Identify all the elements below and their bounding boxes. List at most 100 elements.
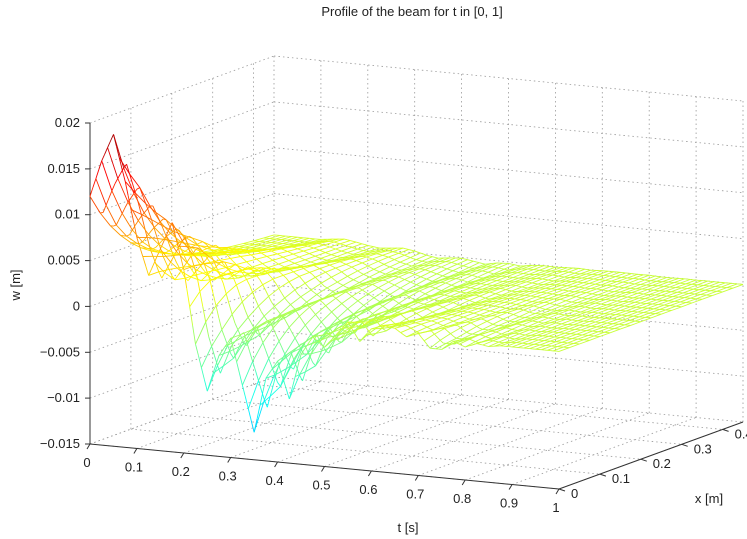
mesh-segment bbox=[107, 147, 119, 179]
mesh-segment bbox=[536, 313, 548, 319]
mesh-segment bbox=[453, 335, 457, 339]
mesh-segment bbox=[176, 251, 188, 263]
mesh-segment bbox=[304, 255, 316, 261]
mesh-segment bbox=[381, 273, 392, 279]
mesh-segment bbox=[665, 287, 676, 292]
mesh-segment bbox=[463, 294, 474, 299]
mesh-segment bbox=[335, 245, 347, 250]
mesh-segment bbox=[348, 293, 353, 297]
mesh-segment bbox=[567, 302, 578, 307]
mesh-segment bbox=[419, 316, 431, 320]
mesh-segment bbox=[402, 247, 407, 250]
mesh-segment bbox=[431, 302, 442, 307]
mesh-segment bbox=[309, 336, 314, 342]
mesh-segment bbox=[615, 291, 627, 297]
mesh-segment bbox=[269, 385, 274, 397]
mesh-segment bbox=[325, 351, 330, 354]
mesh-segment bbox=[533, 301, 545, 307]
mesh-segment bbox=[225, 293, 230, 305]
mesh-segment bbox=[249, 240, 260, 245]
mesh-segment bbox=[230, 258, 234, 262]
mesh-segment bbox=[388, 314, 400, 319]
mesh-segment bbox=[446, 263, 458, 270]
mesh-segment bbox=[388, 252, 399, 258]
mesh-segment bbox=[284, 337, 296, 355]
mesh-segment bbox=[212, 266, 217, 270]
mesh-segment bbox=[542, 313, 553, 318]
mesh-segment bbox=[232, 261, 237, 265]
mesh-segment bbox=[224, 261, 228, 268]
mesh-segment bbox=[282, 274, 287, 279]
mesh-segment bbox=[627, 292, 638, 298]
x-tick-label: 0.1 bbox=[612, 471, 630, 486]
mesh-segment bbox=[95, 178, 107, 206]
mesh-segment bbox=[457, 259, 468, 265]
mesh-segment bbox=[354, 318, 366, 325]
mesh-segment bbox=[590, 322, 602, 327]
mesh-segment bbox=[369, 310, 373, 315]
mesh-segment bbox=[486, 316, 498, 322]
mesh-segment bbox=[306, 270, 310, 273]
mesh-segment bbox=[216, 256, 221, 261]
mesh-segment bbox=[432, 275, 443, 282]
mesh-segment bbox=[561, 338, 573, 343]
mesh-segment bbox=[246, 275, 258, 280]
mesh-segment bbox=[258, 305, 262, 312]
mesh-segment bbox=[435, 313, 447, 318]
mesh-segment bbox=[186, 288, 191, 307]
sidewall-gridline-z bbox=[89, 55, 275, 124]
mesh-segment bbox=[195, 272, 206, 276]
mesh-segment bbox=[223, 357, 234, 367]
mesh-segment bbox=[366, 322, 378, 327]
mesh-segment bbox=[347, 275, 351, 279]
mesh-segment bbox=[181, 234, 193, 239]
mesh-segment bbox=[602, 323, 614, 328]
mesh-segment bbox=[630, 284, 641, 289]
mesh-segment bbox=[602, 285, 613, 291]
mesh-segment bbox=[468, 279, 480, 285]
mesh-segment bbox=[348, 253, 360, 258]
mesh-segment bbox=[640, 317, 652, 323]
t-tick-label: 0.9 bbox=[500, 496, 518, 511]
mesh-segment bbox=[674, 297, 685, 302]
mesh-segment bbox=[352, 325, 363, 328]
mesh-segment bbox=[294, 289, 299, 295]
mesh-segment bbox=[341, 328, 346, 332]
mesh-segment bbox=[410, 323, 422, 329]
floor-gridline-t bbox=[183, 385, 368, 454]
mesh-segment bbox=[495, 327, 507, 333]
mesh-segment bbox=[328, 238, 339, 242]
mesh-segment bbox=[631, 307, 643, 312]
mesh-segment bbox=[479, 262, 483, 264]
mesh-segment bbox=[285, 310, 297, 318]
mesh-segment bbox=[293, 305, 304, 311]
mesh-segment bbox=[338, 256, 350, 261]
mesh-segment bbox=[401, 302, 413, 307]
mesh-segment bbox=[489, 272, 500, 278]
mesh-segment bbox=[458, 267, 470, 273]
mesh-segment bbox=[548, 332, 560, 337]
mesh-segment bbox=[530, 274, 541, 279]
mesh-segment bbox=[322, 238, 333, 242]
mesh-segment bbox=[491, 312, 502, 317]
mesh-segment bbox=[493, 268, 505, 275]
mesh-segment bbox=[609, 328, 621, 334]
mesh-segment bbox=[256, 326, 261, 335]
mesh-segment bbox=[345, 241, 357, 246]
mesh-segment bbox=[605, 276, 616, 281]
mesh-segment bbox=[501, 290, 512, 296]
mesh-segment bbox=[203, 263, 208, 273]
mesh-segment bbox=[536, 274, 547, 279]
mesh-segment bbox=[124, 181, 129, 196]
mesh-segment bbox=[581, 293, 593, 299]
mesh-segment bbox=[300, 241, 311, 245]
mesh-segment bbox=[488, 301, 499, 306]
mesh-segment bbox=[404, 274, 415, 280]
mesh-segment bbox=[313, 244, 325, 249]
mesh-segment bbox=[200, 346, 213, 368]
mesh-segment bbox=[510, 321, 521, 326]
mesh-segment bbox=[403, 319, 414, 323]
mesh-segment bbox=[429, 261, 440, 266]
mesh-segment bbox=[423, 282, 435, 288]
